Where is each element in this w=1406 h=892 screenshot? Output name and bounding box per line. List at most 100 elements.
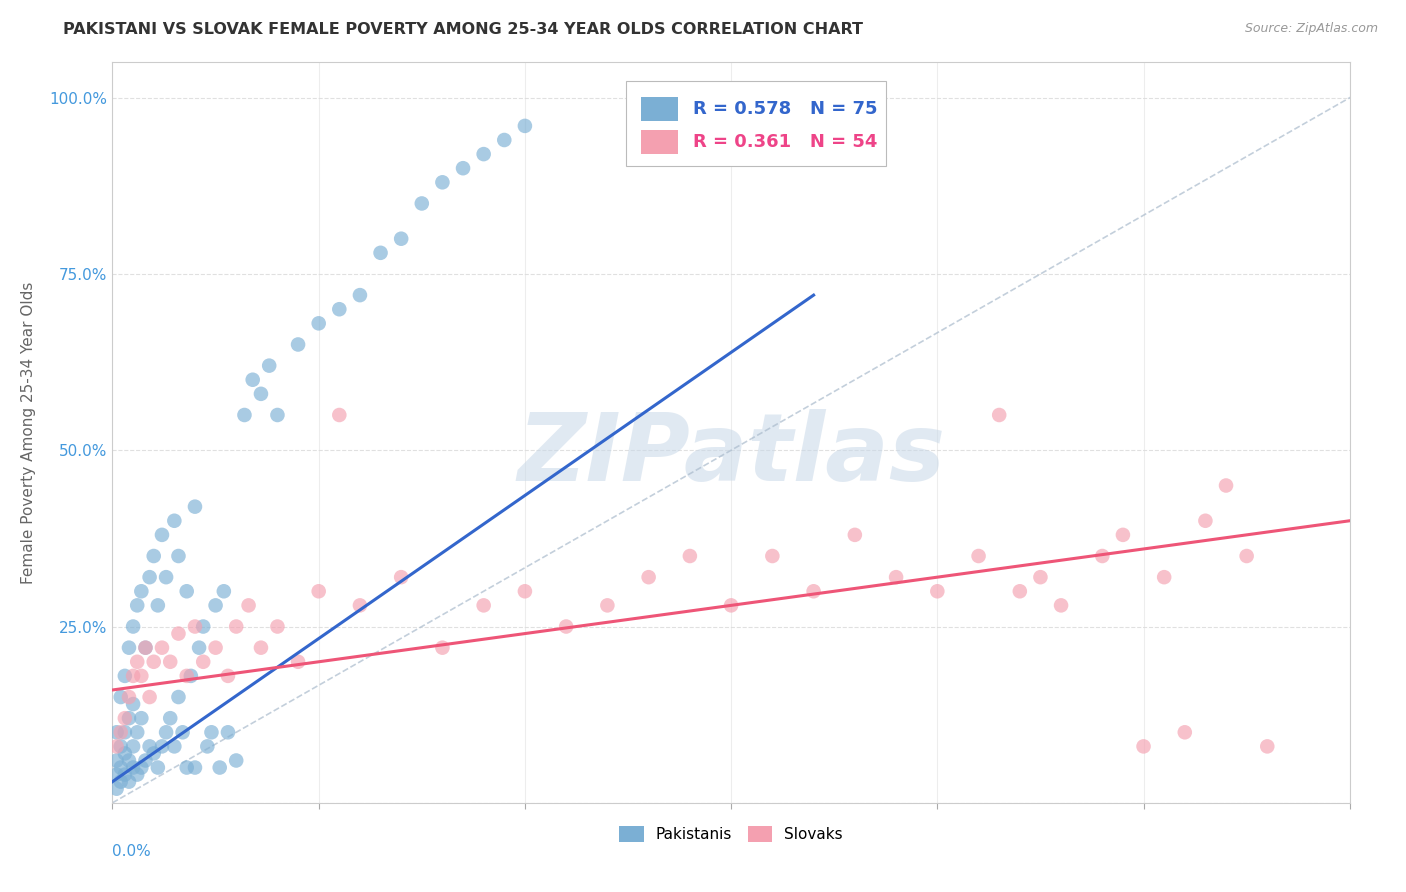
Legend: Pakistanis, Slovaks: Pakistanis, Slovaks <box>613 821 849 848</box>
Point <box>1132 739 1154 754</box>
Point <box>118 640 141 655</box>
Point <box>131 584 153 599</box>
Point <box>118 690 141 704</box>
Point <box>927 584 949 599</box>
Point <box>195 739 218 754</box>
Point <box>142 549 165 563</box>
Point <box>134 640 156 655</box>
Point <box>988 408 1011 422</box>
Point <box>411 196 433 211</box>
Point <box>159 711 181 725</box>
Point <box>110 690 132 704</box>
Point <box>844 528 866 542</box>
Point <box>451 161 474 176</box>
Point <box>105 739 128 754</box>
Point <box>105 754 128 768</box>
Point <box>266 619 288 633</box>
Point <box>193 619 215 633</box>
Point <box>146 599 169 613</box>
Point <box>114 725 136 739</box>
Point <box>134 754 156 768</box>
Point <box>127 655 149 669</box>
Point <box>105 767 128 781</box>
Point <box>1174 725 1197 739</box>
Point <box>200 725 222 739</box>
Point <box>150 528 173 542</box>
Text: 0.0%: 0.0% <box>112 844 152 858</box>
Point <box>217 725 239 739</box>
Point <box>266 408 288 422</box>
Point <box>233 408 256 422</box>
Point <box>180 669 202 683</box>
Point <box>1091 549 1114 563</box>
Point <box>1236 549 1258 563</box>
Point <box>250 640 273 655</box>
Point <box>110 760 132 774</box>
Y-axis label: Female Poverty Among 25-34 Year Olds: Female Poverty Among 25-34 Year Olds <box>21 282 35 583</box>
Point <box>150 739 173 754</box>
Point <box>204 599 226 613</box>
Point <box>110 774 132 789</box>
Point <box>184 760 207 774</box>
Point <box>225 619 247 633</box>
Point <box>720 599 742 613</box>
Point <box>138 739 160 754</box>
Point <box>1050 599 1073 613</box>
Point <box>238 599 260 613</box>
Point <box>127 599 149 613</box>
Point <box>555 619 578 633</box>
Point <box>432 640 454 655</box>
Point <box>1194 514 1216 528</box>
Text: PAKISTANI VS SLOVAK FEMALE POVERTY AMONG 25-34 YEAR OLDS CORRELATION CHART: PAKISTANI VS SLOVAK FEMALE POVERTY AMONG… <box>63 22 863 37</box>
Point <box>208 760 231 774</box>
Point <box>1008 584 1031 599</box>
Point <box>217 669 239 683</box>
Point <box>637 570 659 584</box>
Point <box>193 655 215 669</box>
Point <box>679 549 702 563</box>
Point <box>110 739 132 754</box>
FancyBboxPatch shape <box>641 97 678 121</box>
Text: R = 0.578   N = 75: R = 0.578 N = 75 <box>693 100 877 118</box>
Point <box>150 640 173 655</box>
Point <box>513 119 536 133</box>
Point <box>105 725 128 739</box>
Point <box>114 669 136 683</box>
Point <box>308 316 330 330</box>
Point <box>127 767 149 781</box>
Point <box>472 599 495 613</box>
Point <box>257 359 280 373</box>
Point <box>138 690 160 704</box>
Point <box>370 245 392 260</box>
Point <box>176 760 198 774</box>
Point <box>131 760 153 774</box>
Point <box>328 302 350 317</box>
Point <box>163 514 186 528</box>
Point <box>1112 528 1135 542</box>
Text: Source: ZipAtlas.com: Source: ZipAtlas.com <box>1244 22 1378 36</box>
Text: R = 0.361   N = 54: R = 0.361 N = 54 <box>693 133 877 151</box>
Point <box>513 584 536 599</box>
Point <box>1029 570 1052 584</box>
Point <box>1153 570 1175 584</box>
Point <box>184 619 207 633</box>
Point <box>967 549 990 563</box>
Point <box>176 584 198 599</box>
Point <box>122 739 145 754</box>
FancyBboxPatch shape <box>641 130 678 153</box>
Point <box>494 133 516 147</box>
Point <box>349 288 371 302</box>
Point <box>349 599 371 613</box>
Point <box>1256 739 1278 754</box>
Point <box>389 232 412 246</box>
Point <box>287 337 309 351</box>
Text: ZIPatlas: ZIPatlas <box>517 409 945 500</box>
Point <box>188 640 211 655</box>
Point <box>167 549 190 563</box>
Point <box>138 570 160 584</box>
Point <box>114 747 136 761</box>
Point <box>308 584 330 599</box>
Point <box>1215 478 1237 492</box>
Point <box>118 711 141 725</box>
Point <box>155 725 177 739</box>
